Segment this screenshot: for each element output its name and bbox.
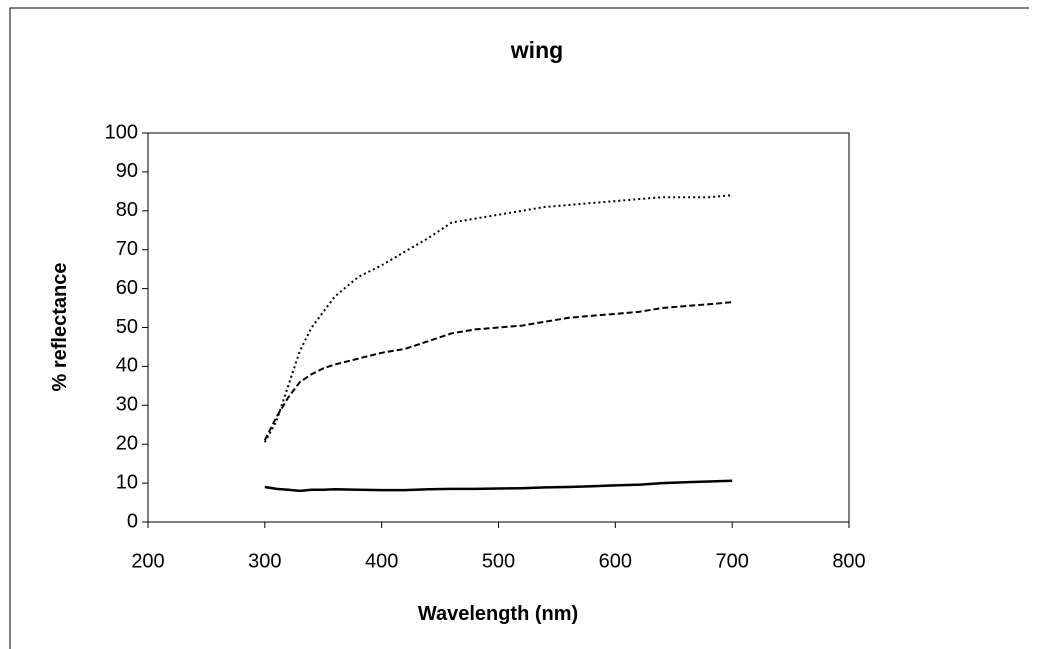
x-tick-label: 500 [482,550,515,572]
x-tick-label: 200 [131,550,164,572]
y-tick-label: 0 [127,510,138,532]
y-tick-label: 100 [105,121,138,143]
y-tick-label: 80 [116,199,138,221]
y-tick-label: 30 [116,394,138,416]
series-line [263,194,733,443]
y-tick-label: 90 [116,160,138,182]
chart-title: wing [510,37,563,63]
x-axis-label: Wavelength (nm) [418,603,578,625]
chart-frame [9,7,1029,649]
x-tick-label: 300 [248,550,281,572]
y-tick-label: 20 [116,432,138,454]
series-line [263,301,733,441]
y-tick-label: 50 [116,316,138,338]
y-tick-label: 70 [116,238,138,260]
y-tick-label: 60 [116,277,138,299]
y-tick-label: 40 [116,355,138,377]
x-tick-label: 700 [715,550,748,572]
y-axis-label: % reflectance [49,263,71,392]
x-tick-label: 800 [832,550,865,572]
y-tick-label: 10 [116,471,138,493]
x-tick-label: 400 [365,550,398,572]
x-tick-label: 600 [599,550,632,572]
series-line [264,479,733,493]
